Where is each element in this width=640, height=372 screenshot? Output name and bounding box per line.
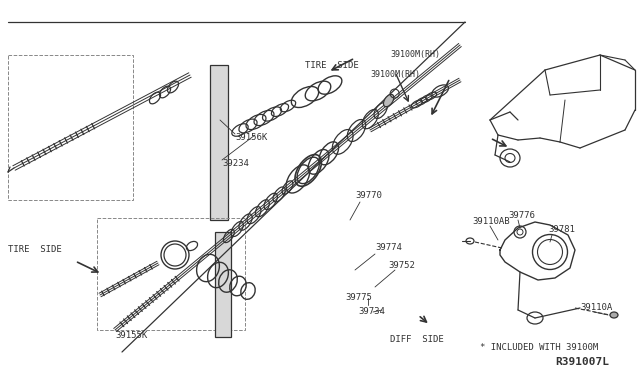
Bar	[8, 55, 133, 200]
Text: 39781: 39781	[548, 225, 575, 234]
Text: 39110A: 39110A	[580, 304, 612, 312]
Text: 39734: 39734	[358, 308, 385, 317]
Ellipse shape	[610, 312, 618, 318]
Text: R391007L: R391007L	[555, 357, 609, 367]
Text: 39775: 39775	[345, 294, 372, 302]
Bar	[215, 232, 231, 337]
Bar	[97, 218, 245, 330]
Text: 39100M(RH): 39100M(RH)	[370, 71, 420, 80]
Text: 39776: 39776	[508, 211, 535, 219]
Text: DIFF  SIDE: DIFF SIDE	[390, 336, 444, 344]
Text: TIRE  SIDE: TIRE SIDE	[8, 246, 61, 254]
Text: 39774: 39774	[375, 244, 402, 253]
Text: 39155K: 39155K	[115, 331, 147, 340]
Text: 39770: 39770	[355, 190, 382, 199]
Text: * INCLUDED WITH 39100M: * INCLUDED WITH 39100M	[480, 343, 598, 353]
Text: 39752: 39752	[388, 260, 415, 269]
Text: 39234: 39234	[222, 158, 249, 167]
Text: 39100M(RH): 39100M(RH)	[390, 51, 440, 60]
Bar	[210, 65, 228, 220]
Text: TIRE  SIDE: TIRE SIDE	[305, 61, 359, 70]
Ellipse shape	[383, 94, 394, 107]
Text: 39156K: 39156K	[235, 132, 268, 141]
Text: 39110AB: 39110AB	[472, 218, 509, 227]
